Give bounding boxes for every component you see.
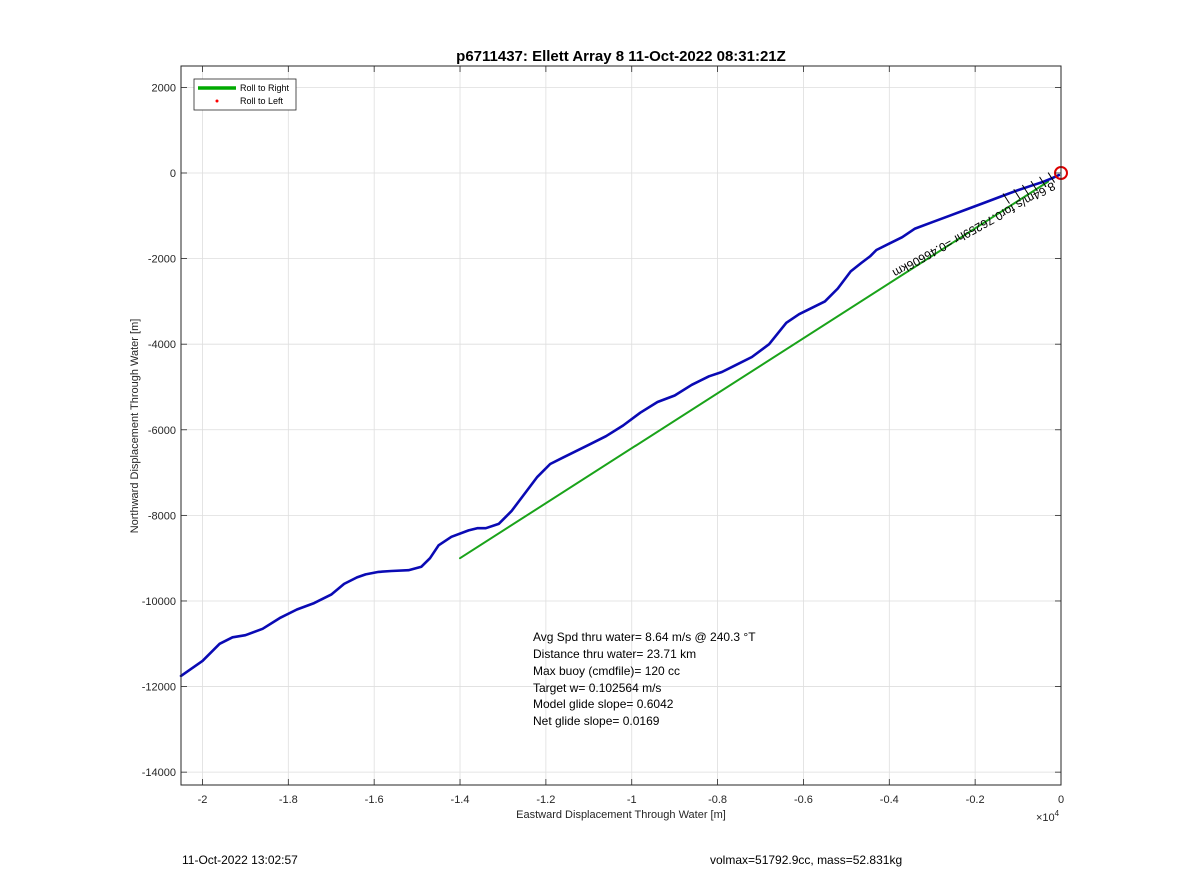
y-tick-label: -6000	[148, 425, 176, 437]
x-tick-label: -0.4	[880, 794, 899, 806]
y-tick-label: -12000	[142, 682, 176, 694]
plot-area: 8.64m/s for0.76259hr =0.46606km -2 -1.8 -1…	[142, 65, 1068, 806]
track-segment	[1021, 184, 1030, 196]
chart-title: p6711437: Ellett Array 8 11-Oct-2022 08:…	[456, 48, 786, 65]
exponent-base: ×10	[1036, 812, 1055, 824]
y-tick-label: -10000	[142, 596, 176, 608]
x-axis-label: Eastward Displacement Through Water [m]	[516, 809, 726, 821]
x-tick-label: -1	[627, 794, 637, 806]
legend: Roll to Right Roll to Left	[193, 78, 297, 111]
svg-text:×104: ×104	[1036, 809, 1060, 824]
annotation-max-buoy: Max buoy (cmdfile)= 120 cc	[533, 664, 680, 678]
annotation-distance: Distance thru water= 23.71 km	[533, 647, 696, 661]
x-tick-label: -0.8	[708, 794, 727, 806]
annotation-avg-speed: Avg Spd thru water= 8.64 m/s @ 240.3 °T	[533, 630, 756, 644]
track-segment	[1039, 176, 1047, 188]
y-tick-label: 0	[170, 168, 176, 180]
legend-label-roll-left: Roll to Left	[240, 96, 284, 106]
tick-layer: -2 -1.8 -1.6 -1.4 -1.2 -1 -0.8 -0.6 -0.4 -0.2 0 200…	[142, 66, 1064, 806]
x-tick-label: -0.6	[794, 794, 813, 806]
y-axis-label: Northward Displacement Through Water [m]	[129, 319, 141, 534]
track-segment	[1013, 188, 1021, 200]
x-tick-label: -1.6	[365, 794, 384, 806]
annotation-net-glide: Net glide slope= 0.0169	[533, 714, 660, 728]
series-layer	[179, 165, 1068, 678]
track-segment	[1047, 172, 1055, 183]
x-tick-label: -1.4	[451, 794, 470, 806]
x-axis-exponent: ×104	[1036, 809, 1060, 824]
axes-box	[180, 65, 1062, 786]
track-segment	[1030, 180, 1038, 192]
y-tick-label: 2000	[152, 82, 176, 94]
x-tick-label: 0	[1058, 794, 1064, 806]
footer-timestamp: 11-Oct-2022 13:02:57	[182, 853, 298, 867]
x-tick-label: -1.8	[279, 794, 298, 806]
x-tick-label: -0.2	[966, 794, 985, 806]
y-tick-label: -8000	[148, 510, 176, 522]
series-line-0	[459, 180, 1050, 560]
legend-box	[193, 78, 297, 111]
y-tick-label: -14000	[142, 767, 176, 779]
exponent-power: 4	[1055, 809, 1060, 818]
legend-dot-swatch	[215, 99, 219, 103]
legend-label-roll-right: Roll to Right	[240, 83, 290, 93]
stats-annotation: Avg Spd thru water= 8.64 m/s @ 240.3 °T …	[533, 630, 756, 728]
series-line-1	[179, 173, 1061, 678]
annotation-target-w: Target w= 0.102564 m/s	[533, 681, 661, 695]
y-tick-label: -4000	[148, 339, 176, 351]
y-tick-label: -2000	[148, 254, 176, 266]
footer-mass-info: volmax=51792.9cc, mass=52.831kg	[710, 853, 903, 867]
track-segment	[1002, 193, 1010, 204]
annotation-model-glide: Model glide slope= 0.6042	[533, 697, 674, 711]
x-tick-label: -1.2	[536, 794, 555, 806]
x-tick-label: -2	[198, 794, 208, 806]
